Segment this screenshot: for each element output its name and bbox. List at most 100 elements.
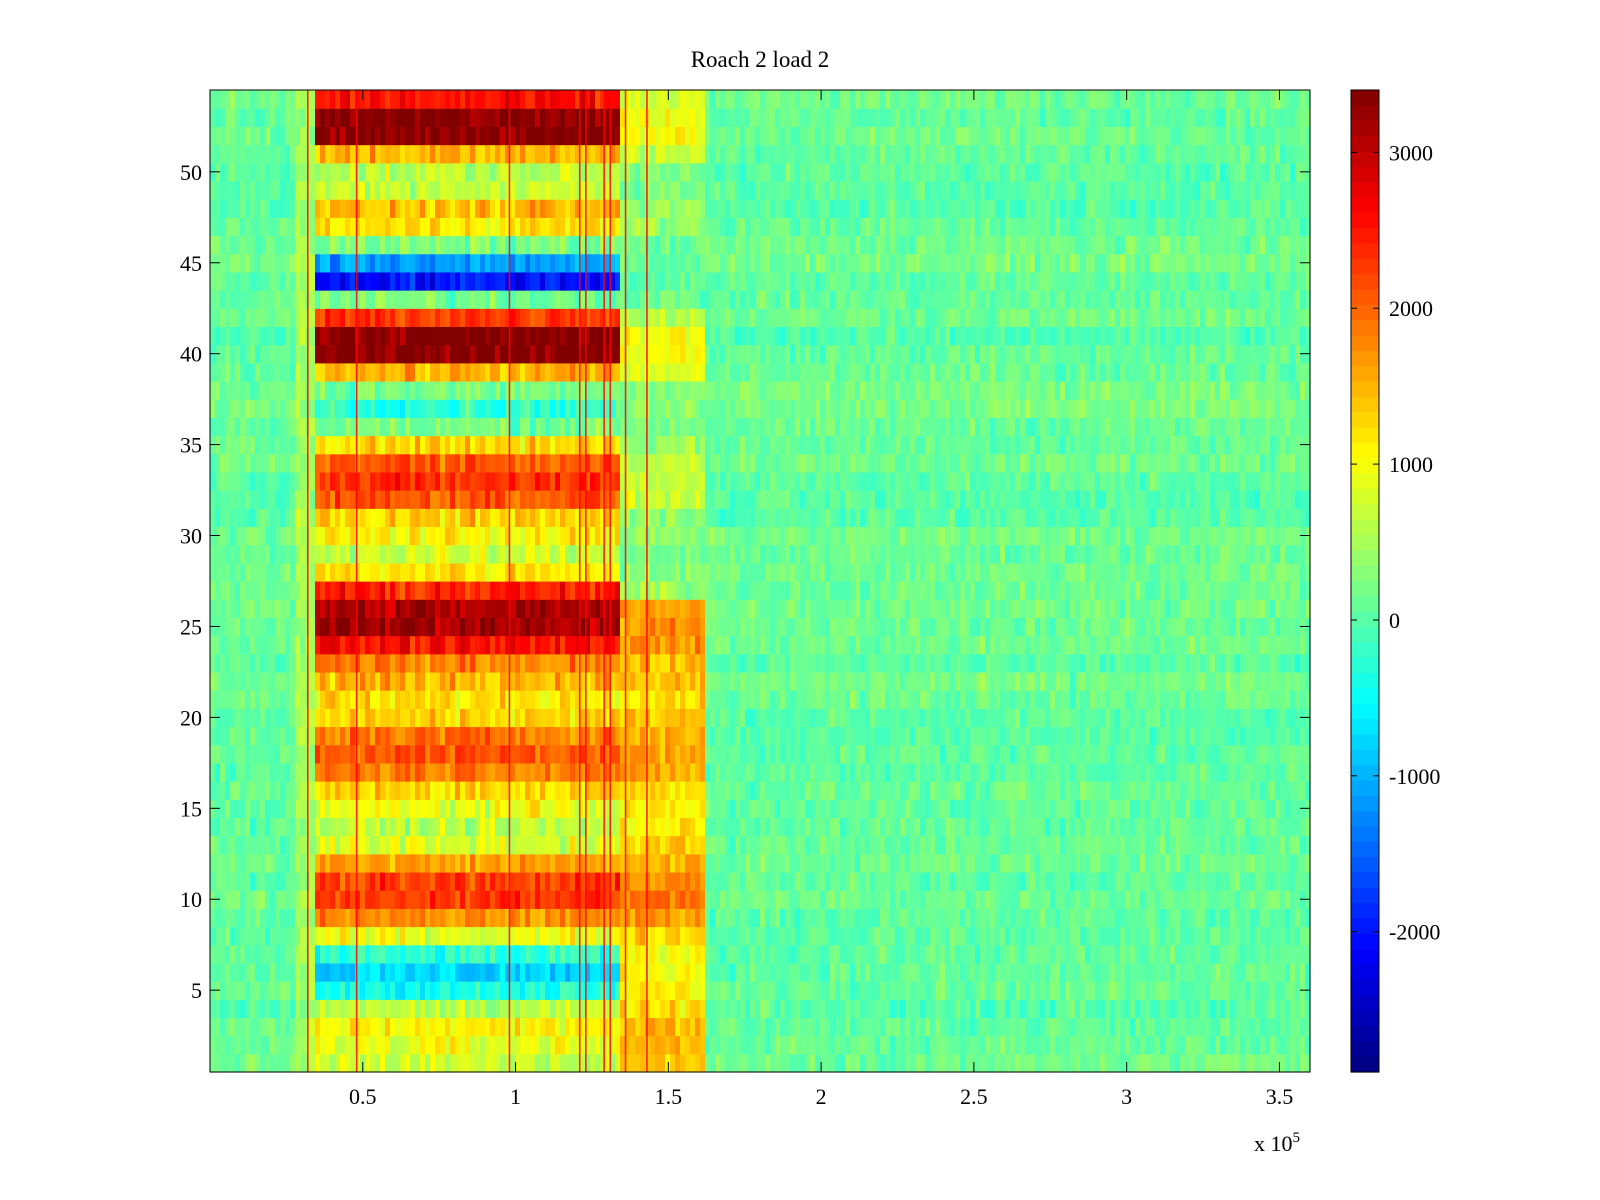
heatmap-cell [885,744,891,764]
heatmap-cell [540,835,546,855]
heatmap-cell [490,835,496,855]
heatmap-cell [1015,981,1021,1000]
heatmap-cell [730,781,736,800]
heatmap-cell [630,653,636,673]
heatmap-cell [1095,799,1101,819]
heatmap-cell [1090,1017,1096,1037]
heatmap-cell [965,690,971,709]
heatmap-cell [520,708,526,728]
heatmap-cell [375,981,381,1000]
heatmap-cell [975,781,981,800]
heatmap-cell [1125,853,1131,873]
heatmap-cell [940,926,946,946]
heatmap-cell [620,726,626,746]
heatmap-cell [695,926,701,946]
heatmap-cell [805,853,811,873]
heatmap-cell [585,999,591,1019]
heatmap-cell [625,926,631,946]
heatmap-cell [845,871,851,891]
heatmap-cell [760,708,766,728]
heatmap-cell [1065,762,1071,782]
heatmap-cell [1185,981,1191,1000]
heatmap-cell [810,926,816,946]
heatmap-cell [580,835,586,855]
heatmap-cell [440,981,446,1000]
heatmap-cell [940,781,946,800]
heatmap-cell [1255,744,1261,764]
heatmap-cell [860,653,866,673]
heatmap-cell [610,1017,616,1037]
heatmap-cell [610,690,616,709]
heatmap-cell [255,962,261,982]
heatmap-cell [920,653,926,673]
heatmap-cell [655,853,661,873]
heatmap-cell [720,799,726,819]
heatmap-cell [900,671,906,691]
heatmap-cell [920,871,926,891]
heatmap-cell [765,981,771,1000]
heatmap-cell [1305,1035,1311,1055]
heatmap-cell [240,853,246,873]
heatmap-cell [920,908,926,928]
heatmap-cell [650,653,656,673]
heatmap-cell [1160,908,1166,928]
heatmap-cell [1190,871,1196,891]
heatmap-cell [1010,708,1016,728]
heatmap-cell [915,817,921,837]
heatmap-cell [1280,981,1286,1000]
heatmap-cell [1255,1053,1261,1073]
heatmap-cell [800,962,806,982]
heatmap-cell [990,962,996,982]
heatmap-cell [1125,781,1131,800]
heatmap-cell [710,926,716,946]
heatmap-cell [955,944,961,964]
heatmap-cell [630,908,636,928]
heatmap-cell [340,690,346,709]
heatmap-cell [595,890,601,909]
heatmap-cell [1270,1017,1276,1037]
heatmap-cell [940,726,946,746]
heatmap-cell [320,1035,326,1055]
heatmap-cell [1130,744,1136,764]
heatmap-cell [880,708,886,728]
heatmap-cell [1165,944,1171,964]
heatmap-cell [935,981,941,1000]
heatmap-cell [370,1017,376,1037]
heatmap-cell [1005,744,1011,764]
heatmap-cell [530,835,536,855]
heatmap-cell [310,781,316,800]
heatmap-cell [1100,981,1106,1000]
heatmap-cell [920,853,926,873]
heatmap-cell [765,835,771,855]
heatmap-cell [635,1017,641,1037]
heatmap-cell [1010,762,1016,782]
heatmap-cell [335,908,341,928]
heatmap-cell [800,999,806,1019]
heatmap-cell [1010,999,1016,1019]
heatmap-cell [430,1017,436,1037]
heatmap-cell [300,853,306,873]
heatmap-cell [805,908,811,928]
heatmap-cell [355,1035,361,1055]
heatmap-cell [385,799,391,819]
heatmap-cell [1265,671,1271,691]
heatmap-cell [945,671,951,691]
heatmap-cell [860,781,866,800]
heatmap-cell [320,817,326,837]
heatmap-cell [845,762,851,782]
heatmap-cell [1215,871,1221,891]
heatmap-cell [325,962,331,982]
heatmap-cell [1285,781,1291,800]
heatmap-cell [1050,817,1056,837]
heatmap-cell [375,690,381,709]
heatmap-cell [630,926,636,946]
heatmap-cell [645,835,651,855]
heatmap-cell [1185,690,1191,709]
heatmap-cell [790,653,796,673]
heatmap-cell [940,799,946,819]
heatmap-cell [865,744,871,764]
heatmap-cell [1250,926,1256,946]
heatmap-cell [830,708,836,728]
heatmap-cell [565,671,571,691]
heatmap-cell [490,1017,496,1037]
